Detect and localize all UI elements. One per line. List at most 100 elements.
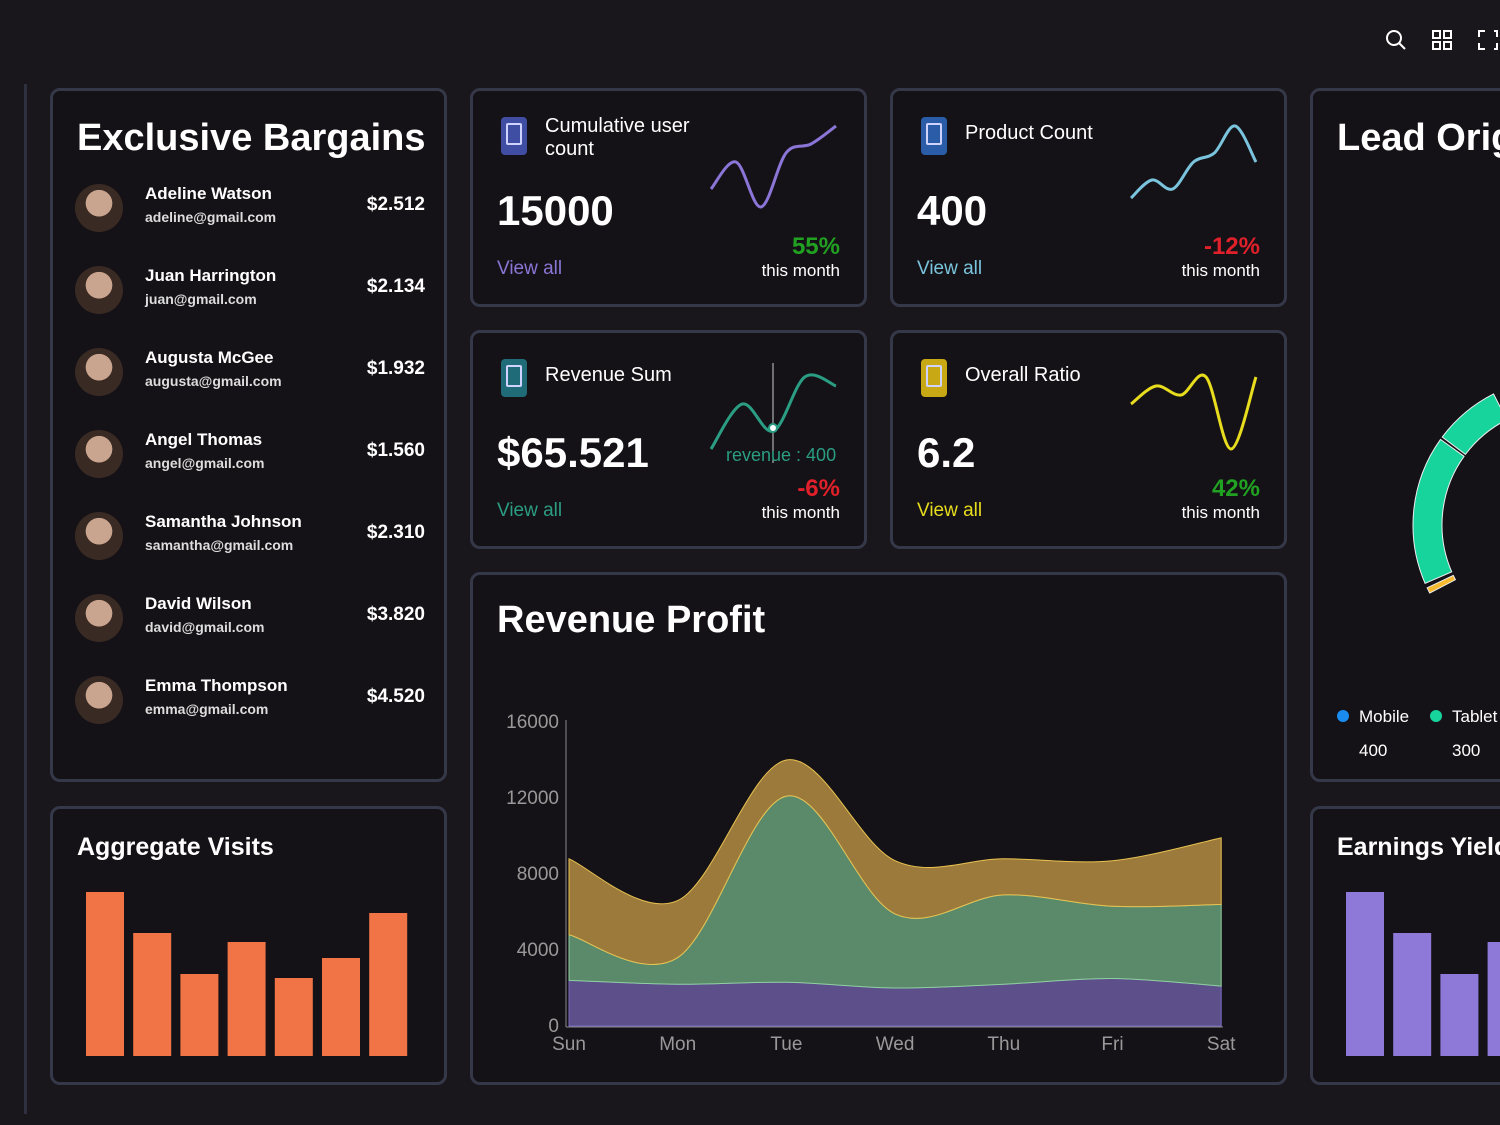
person-amount: $2.310 [366, 522, 425, 543]
stat-card: Revenue Sum $65.521 View all -6% this mo… [470, 330, 867, 549]
person-name: Adeline Watson [145, 184, 272, 203]
bar [1440, 974, 1479, 1056]
sparkline-path [1129, 124, 1258, 200]
view-all-link[interactable]: View all [497, 500, 563, 521]
stat-value: $65.521 [497, 429, 649, 476]
view-all-link[interactable]: View all [917, 258, 983, 279]
y-tick-label: 0 [548, 1016, 559, 1037]
person-email: adeline@gmail.com [145, 209, 277, 225]
avatar [75, 594, 123, 642]
stat-period: this month [1181, 261, 1260, 280]
area-series-2 [568, 759, 1222, 965]
stat-title: Overall Ratio [965, 364, 1081, 386]
x-tick-label: Sat [1207, 1034, 1236, 1055]
x-tick-label: Fri [1101, 1034, 1123, 1055]
revenue-profit-title: Revenue Profit [497, 599, 766, 641]
revenue-profit-chart: 0 4000 8000 12000 16000 Sun Mon Tue Wed Thu Fri Sat [506, 712, 1236, 1055]
stat-change: 42% [1211, 475, 1260, 502]
stat-title: Revenue Sum [545, 364, 672, 386]
grid-icon[interactable] [1430, 28, 1454, 52]
revenue-profit-card: Revenue Profit 0 4000 8000 12000 16000 Sun Mon… [470, 572, 1287, 1085]
y-tick-label: 4000 [517, 940, 559, 961]
sparkline [1130, 373, 1258, 451]
view-all-link[interactable]: View all [917, 500, 983, 521]
donut-slice-other [1426, 574, 1457, 594]
bar [1346, 892, 1384, 1056]
list-item[interactable]: Adeline Watson adeline@gmail.com $2.512 [75, 184, 425, 244]
stat-change: -6% [797, 475, 840, 502]
avatar [75, 430, 123, 478]
y-tick-label: 16000 [506, 712, 559, 733]
list-item[interactable]: Juan Harrington juan@gmail.com $2.134 [75, 266, 425, 326]
person-email: angel@gmail.com [145, 455, 265, 471]
stat-period: this month [761, 261, 840, 280]
legend-value: 400 [1359, 741, 1388, 760]
stat-card: Cumulative user count 15000 View all 55%… [470, 88, 867, 307]
person-amount: $1.932 [366, 358, 425, 379]
stat-change: 55% [791, 233, 840, 260]
x-tick-label: Wed [876, 1034, 915, 1055]
earnings-card: Earnings Yield [1310, 806, 1500, 1085]
stat-period: this month [1181, 503, 1260, 522]
bar [274, 978, 313, 1056]
person-name: Juan Harrington [145, 266, 277, 285]
bar [133, 933, 172, 1056]
bargains-title: Exclusive Bargains [77, 117, 426, 159]
y-tick-label: 8000 [517, 864, 559, 885]
x-tick-label: Tue [770, 1034, 802, 1055]
person-amount: $1.560 [366, 440, 425, 461]
avatar [75, 184, 123, 232]
person-name: Angel Thomas [145, 430, 263, 449]
person-amount: $4.520 [366, 686, 425, 707]
visits-chart [86, 892, 408, 1056]
avatar [75, 676, 123, 724]
visits-title: Aggregate Visits [77, 833, 274, 861]
person-email: david@gmail.com [145, 619, 265, 635]
avatar [75, 512, 123, 560]
earnings-title: Earnings Yield [1337, 833, 1500, 861]
person-email: juan@gmail.com [145, 291, 257, 307]
legend-item[interactable]: Tablet 300 [1430, 707, 1497, 761]
list-item[interactable]: David Wilson david@gmail.com $3.820 [75, 594, 425, 654]
stat-period: this month [761, 503, 840, 522]
x-tick-label: Mon [659, 1034, 696, 1055]
person-name: Emma Thompson [145, 676, 288, 695]
hover-point [768, 423, 778, 433]
person-name: Samantha Johnson [145, 512, 302, 531]
earnings-chart [1346, 892, 1500, 1056]
lead-card: Lead Orig Mobile 400 Tablet 300 [1310, 88, 1500, 782]
x-tick-label: Sun [552, 1034, 586, 1055]
stat-card: Product Count 400 View all -12% this mon… [890, 88, 1287, 307]
stat-value: 400 [917, 187, 988, 234]
bar [1393, 933, 1432, 1056]
list-item[interactable]: Angel Thomas angel@gmail.com $1.560 [75, 430, 425, 490]
list-item[interactable]: Samantha Johnson samantha@gmail.com $2.3… [75, 512, 425, 572]
sparkline-path [1130, 373, 1258, 451]
search-icon[interactable] [1384, 28, 1408, 52]
person-email: augusta@gmail.com [145, 373, 282, 389]
legend-label: Tablet [1452, 707, 1498, 726]
list-item[interactable]: Augusta McGee augusta@gmail.com $1.932 [75, 348, 425, 408]
tablet-icon [501, 117, 527, 155]
visits-card: Aggregate Visits [50, 806, 447, 1085]
bargains-card: Exclusive Bargains Adeline Watson adelin… [50, 88, 447, 782]
avatar [75, 266, 123, 314]
list-item[interactable]: Emma Thompson emma@gmail.com $4.520 [75, 676, 425, 736]
lead-donut-chart [1412, 393, 1500, 594]
person-amount: $3.820 [366, 604, 425, 625]
stat-value: 15000 [497, 187, 614, 234]
stat-title: Product Count [965, 122, 1093, 144]
sparkline [709, 124, 837, 209]
legend-item[interactable]: Mobile 400 [1337, 707, 1409, 761]
fullscreen-icon[interactable] [1476, 28, 1500, 52]
bar [86, 892, 124, 1056]
sparkline [1129, 124, 1258, 200]
person-amount: $2.134 [366, 276, 425, 297]
donut-slice-tablet [1412, 438, 1465, 585]
tablet-icon [921, 359, 947, 397]
person-name: Augusta McGee [145, 348, 274, 367]
bar [1487, 942, 1500, 1056]
view-all-link[interactable]: View all [497, 258, 563, 279]
bar [369, 913, 408, 1056]
bar [180, 974, 219, 1056]
